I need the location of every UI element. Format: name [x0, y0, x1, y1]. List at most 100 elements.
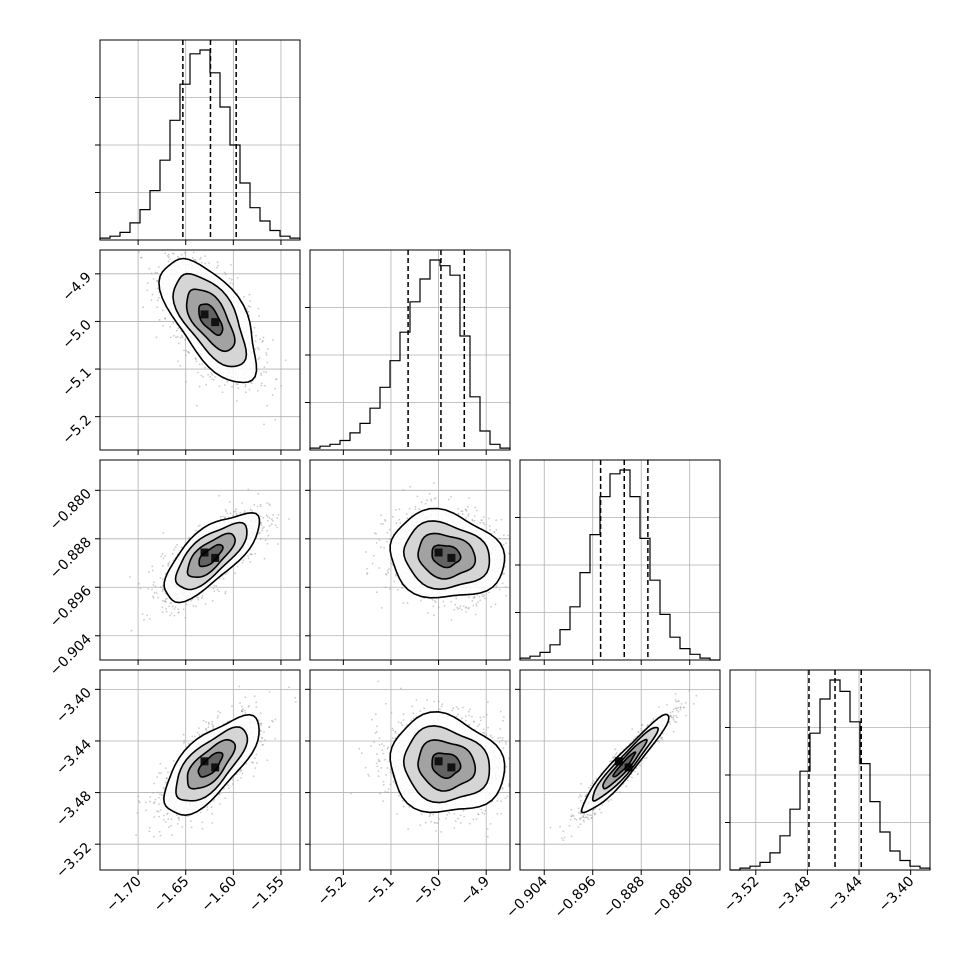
sample-point — [476, 605, 478, 607]
sample-point — [169, 247, 171, 249]
sample-point — [523, 578, 525, 580]
sample-point — [158, 772, 160, 774]
sample-point — [196, 405, 198, 407]
sample-point — [209, 376, 211, 378]
sample-point — [224, 516, 226, 518]
sample-point — [456, 607, 458, 609]
sample-point — [495, 587, 497, 589]
sample-point — [167, 771, 169, 773]
sample-point — [162, 590, 164, 592]
sample-point — [145, 809, 147, 811]
sample-point — [143, 619, 145, 621]
sample-point — [149, 801, 151, 803]
sample-point — [183, 608, 185, 610]
sample-point — [183, 350, 185, 352]
sample-point — [146, 614, 148, 616]
sample-point — [171, 834, 173, 836]
sample-point — [184, 339, 186, 341]
sample-point — [195, 245, 197, 247]
sample-point — [482, 522, 484, 524]
sample-point — [244, 386, 246, 388]
sample-point — [432, 599, 434, 601]
sample-point — [177, 360, 179, 362]
sample-point — [158, 266, 160, 268]
sample-point — [460, 511, 462, 513]
sample-point — [271, 523, 273, 525]
sample-point — [160, 243, 162, 245]
sample-point — [160, 577, 162, 579]
sample-point — [230, 264, 232, 266]
sample-point — [499, 589, 501, 591]
sample-point — [266, 354, 268, 356]
sample-point — [155, 585, 157, 587]
sample-point — [151, 589, 153, 591]
sample-point — [224, 593, 226, 595]
panel-2d-content — [129, 489, 290, 632]
sample-point — [472, 605, 474, 607]
sample-point — [259, 338, 261, 340]
sample-point — [259, 357, 261, 359]
panel-frame — [730, 670, 930, 870]
sample-point — [153, 836, 155, 838]
sample-point — [225, 591, 227, 593]
sample-point — [513, 553, 515, 555]
sample-point — [488, 518, 490, 520]
sample-point — [148, 268, 150, 270]
sample-point — [262, 527, 264, 529]
sample-point — [461, 609, 463, 611]
sample-point — [430, 498, 432, 500]
sample-point — [203, 720, 205, 722]
sample-point — [462, 513, 464, 515]
sample-point — [199, 525, 201, 527]
sample-point — [245, 391, 247, 393]
sample-point — [165, 601, 167, 603]
sample-point — [267, 520, 269, 522]
density-peak-cell — [211, 318, 219, 326]
sample-point — [263, 337, 265, 339]
sample-point — [217, 265, 219, 267]
sample-point — [484, 524, 486, 526]
sample-point — [147, 289, 149, 291]
sample-point — [507, 535, 509, 537]
panel-2d-content — [365, 482, 569, 629]
sample-point — [385, 574, 387, 576]
sample-point — [409, 486, 411, 488]
sample-point — [193, 259, 195, 261]
sample-point — [417, 496, 419, 498]
sample-point — [239, 512, 241, 514]
sample-point — [158, 297, 160, 299]
sample-point — [161, 607, 163, 609]
sample-point — [158, 803, 160, 805]
sample-point — [476, 603, 478, 605]
sample-point — [234, 572, 236, 574]
sample-point — [429, 493, 431, 495]
sample-point — [227, 381, 229, 383]
sample-point — [241, 502, 243, 504]
sample-point — [249, 306, 251, 308]
sample-point — [389, 588, 391, 590]
sample-point — [414, 506, 416, 508]
sample-point — [258, 315, 260, 317]
sample-point — [372, 563, 374, 565]
sample-point — [267, 543, 269, 545]
sample-point — [427, 612, 429, 614]
sample-point — [199, 230, 201, 232]
sample-point — [460, 605, 462, 607]
sample-point — [467, 506, 469, 508]
sample-point — [193, 605, 195, 607]
sample-point — [169, 561, 171, 563]
sample-point — [468, 597, 470, 599]
sample-point — [225, 509, 227, 511]
sample-point — [482, 596, 484, 598]
sample-point — [382, 523, 384, 525]
sample-point — [275, 524, 277, 526]
sample-point — [151, 273, 153, 275]
sample-point — [175, 336, 177, 338]
sample-point — [154, 272, 156, 274]
sample-point — [399, 508, 401, 510]
sample-point — [177, 241, 179, 243]
sample-point — [264, 366, 266, 368]
sample-point — [277, 543, 279, 545]
sample-point — [201, 597, 203, 599]
sample-point — [278, 514, 280, 516]
